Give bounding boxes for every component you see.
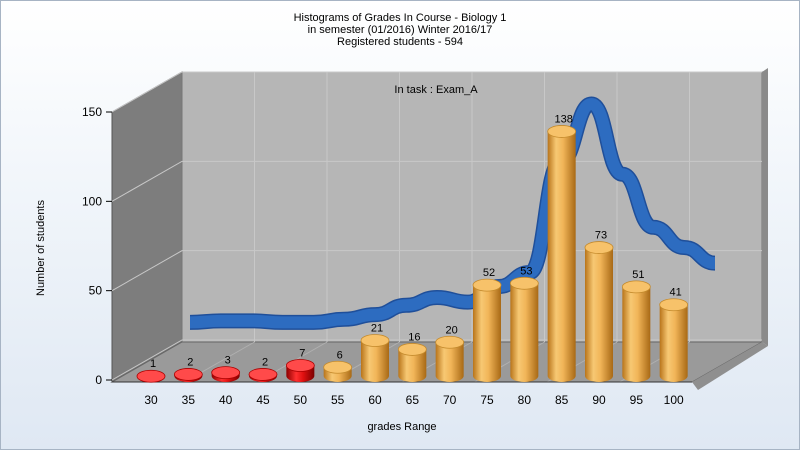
bar-body [659, 304, 688, 382]
chart-title-line-3: Registered students - 594 [337, 36, 463, 48]
bar-value-label: 53 [520, 265, 532, 277]
bar-body [547, 131, 576, 382]
y-tick-label: 100 [82, 194, 102, 208]
bar-top [136, 369, 166, 383]
bar-top [173, 368, 203, 381]
y-tick-label: 150 [82, 105, 102, 119]
x-tick-label: 90 [592, 393, 606, 407]
bar-top [584, 241, 614, 254]
back-wall-shadow [762, 68, 768, 346]
bar-value-label: 16 [408, 331, 420, 343]
x-tick-label: 60 [368, 393, 382, 407]
bar: 138 [547, 113, 577, 382]
chart-title-line-1: Histograms of Grades In Course - Biology… [293, 12, 507, 24]
bar-value-label: 2 [262, 356, 268, 368]
bar-value-label: 2 [187, 356, 193, 368]
bar: 52 [472, 267, 502, 382]
bar-top [659, 298, 689, 312]
bar-top [397, 343, 427, 356]
task-annotation: In task : Exam_A [394, 84, 478, 96]
bar-body [585, 247, 613, 382]
x-tick-label: 65 [406, 393, 420, 407]
bar-top [621, 280, 651, 294]
bar: 6 [323, 349, 353, 382]
bar: 21 [360, 322, 390, 382]
bar-value-label: 52 [483, 267, 495, 279]
bar: 20 [435, 324, 465, 382]
bar-body [622, 286, 651, 382]
bar-body [510, 283, 539, 382]
x-tick-label: 75 [480, 393, 494, 407]
bar-body [398, 349, 427, 382]
curve-ribbon [189, 98, 716, 329]
floor-shadow [692, 342, 768, 390]
bar-body [361, 340, 389, 382]
bar-top [435, 335, 465, 349]
x-tick-label: 30 [144, 393, 158, 407]
bar-top [360, 334, 390, 347]
x-tick-label: 50 [294, 393, 308, 407]
bar: 16 [397, 331, 427, 382]
x-tick-label: 40 [219, 393, 233, 407]
bar-value-label: 41 [670, 287, 682, 299]
x-tick-label: 70 [443, 393, 457, 407]
bar-body [473, 285, 501, 382]
chart-title-line-2: in semester (01/2016) Winter 2016/17 [307, 24, 493, 36]
bar-top [547, 125, 577, 138]
bar: 2 [173, 356, 203, 382]
bar: 2 [248, 356, 278, 382]
x-tick-label: 100 [664, 393, 684, 407]
x-tick-label: 85 [555, 393, 569, 407]
bar-top [248, 368, 278, 381]
x-axis-label: grades Range [367, 421, 436, 433]
bar: 1 [136, 358, 166, 383]
x-tick-label: 55 [331, 393, 345, 407]
bar-top [211, 366, 241, 380]
y-axis-label: Number of students [35, 200, 47, 296]
distribution-curve [189, 96, 716, 330]
bar-value-label: 7 [299, 347, 305, 359]
bar-value-label: 138 [554, 113, 572, 125]
bar-body [435, 342, 464, 382]
y-axis: 0 50 100 150 [82, 105, 112, 387]
y-tick-label: 0 [95, 373, 102, 387]
bar-value-label: 3 [225, 355, 231, 367]
bars: 1 2 3 2 7 6 21 16 20 52 53 138 73 51 41 [136, 113, 689, 383]
x-tick-label: 80 [518, 393, 532, 407]
y-gridline [111, 71, 762, 113]
y-tick-label: 50 [89, 284, 103, 298]
bar-value-label: 20 [446, 324, 458, 336]
bar-value-label: 6 [337, 349, 343, 361]
bar-top [472, 278, 502, 292]
x-tick-label: 95 [630, 393, 644, 407]
bar: 7 [285, 347, 315, 382]
left-wall [111, 71, 183, 383]
bar: 3 [211, 355, 241, 382]
x-axis: 30 35 40 45 50 55 60 65 70 75 80 85 90 95 100 [144, 393, 684, 407]
bar: 41 [659, 287, 689, 382]
bar: 53 [509, 265, 539, 382]
bar-value-label: 21 [371, 322, 383, 334]
x-tick-label: 45 [256, 393, 270, 407]
bar-top [285, 359, 315, 372]
bar: 51 [621, 269, 651, 382]
bar-value-label: 73 [595, 230, 607, 242]
bar: 73 [584, 230, 614, 382]
x-tick-label: 35 [182, 393, 196, 407]
bar-top [323, 360, 353, 374]
bar-top [509, 276, 539, 290]
bar-value-label: 51 [632, 269, 644, 281]
bar-value-label: 1 [150, 358, 156, 370]
